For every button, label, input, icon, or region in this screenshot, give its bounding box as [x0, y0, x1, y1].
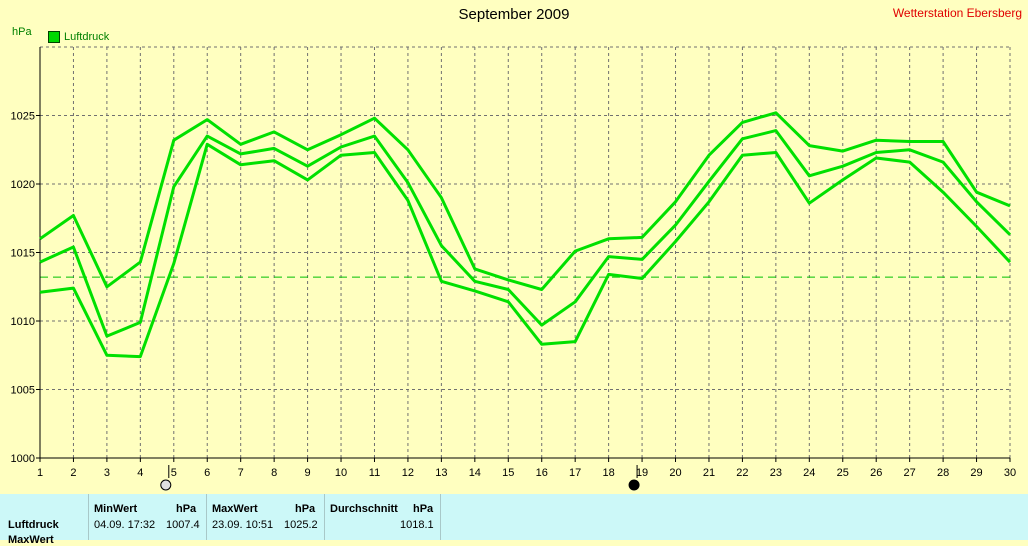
x-tick-label: 3	[104, 467, 110, 479]
stats-panel: MinWert hPa MaxWert hPa Durchschnitt hPa…	[0, 494, 1028, 546]
series-line-1	[39, 129, 1012, 338]
chart-area: 1000 1005 1010 1015 1020 1025 1 2 3 4 5 6 7 8 9 10 11 12 1…	[10, 6, 1022, 491]
chart-title: September 2009	[458, 6, 570, 23]
min-header: MinWert	[94, 503, 138, 515]
x-tick-label: 30	[1004, 467, 1016, 479]
x-tick-label: 12	[402, 467, 414, 479]
x-tick-label: 7	[238, 467, 244, 479]
x-tick-label: 24	[803, 467, 815, 479]
avg-header: Durchschnitt	[330, 503, 398, 515]
stats-divider	[324, 494, 325, 540]
max-value: 1025.2	[284, 519, 318, 531]
station-name: Wetterstation Ebersberg	[892, 6, 1022, 20]
avg-value: 1018.1	[400, 519, 434, 531]
x-tick-label: 5	[171, 467, 177, 479]
plot-area	[40, 47, 1010, 458]
x-tick-label: 27	[904, 467, 916, 479]
x-tick-label: 14	[469, 467, 481, 479]
stats-divider	[206, 494, 207, 540]
x-tick-label: 29	[970, 467, 982, 479]
max-header: MaxWert	[212, 503, 258, 515]
x-tick-label: 26	[870, 467, 882, 479]
y-tick-label: 1010	[11, 316, 35, 328]
x-tick-label: 9	[305, 467, 311, 479]
x-tick-label: 10	[335, 467, 347, 479]
max-unit: hPa	[295, 503, 316, 515]
x-tick-label: 28	[937, 467, 949, 479]
y-tick-label: 1025	[11, 111, 35, 123]
x-tick-label: 1	[37, 467, 43, 479]
x-tick-label: 2	[70, 467, 76, 479]
series-line-0	[39, 111, 1011, 291]
x-tick-label: 25	[837, 467, 849, 479]
x-tick-label: 23	[770, 467, 782, 479]
stats-divider	[440, 494, 441, 540]
full-moon-icon	[160, 479, 172, 491]
avg-unit: hPa	[413, 503, 434, 515]
new-moon-icon	[628, 479, 640, 491]
x-tick-label: 15	[502, 467, 514, 479]
x-tick-label: 22	[736, 467, 748, 479]
x-tick-label: 13	[435, 467, 447, 479]
x-tick-label: 21	[703, 467, 715, 479]
x-tick-label: 4	[137, 467, 143, 479]
min-unit: hPa	[176, 503, 197, 515]
y-tick-label: 1000	[11, 453, 35, 465]
row-label-maxwert: MaxWert	[8, 534, 54, 546]
stats-divider	[88, 494, 89, 540]
x-tick-label: 6	[204, 467, 210, 479]
x-tick-label: 11	[369, 467, 380, 479]
series-line-2	[39, 142, 1012, 359]
legend-label: Luftdruck	[64, 31, 110, 43]
x-tick-label: 8	[271, 467, 277, 479]
y-axis-unit: hPa	[12, 26, 32, 38]
row-label-luftdruck: Luftdruck	[8, 519, 59, 531]
min-value: 1007.4	[166, 519, 200, 531]
min-datetime: 04.09. 17:32	[94, 519, 156, 531]
y-tick-label: 1020	[11, 179, 35, 191]
y-tick-label: 1015	[11, 248, 35, 260]
x-tick-label: 18	[602, 467, 614, 479]
x-tick-label: 16	[536, 467, 548, 479]
legend-swatch	[48, 31, 60, 43]
x-tick-label: 20	[669, 467, 681, 479]
y-tick-label: 1005	[11, 385, 35, 397]
max-datetime: 23.09. 10:51	[212, 519, 274, 531]
x-tick-label: 17	[569, 467, 581, 479]
legend[interactable]: Luftdruck	[48, 31, 109, 43]
x-tick-label: 19	[636, 467, 648, 479]
